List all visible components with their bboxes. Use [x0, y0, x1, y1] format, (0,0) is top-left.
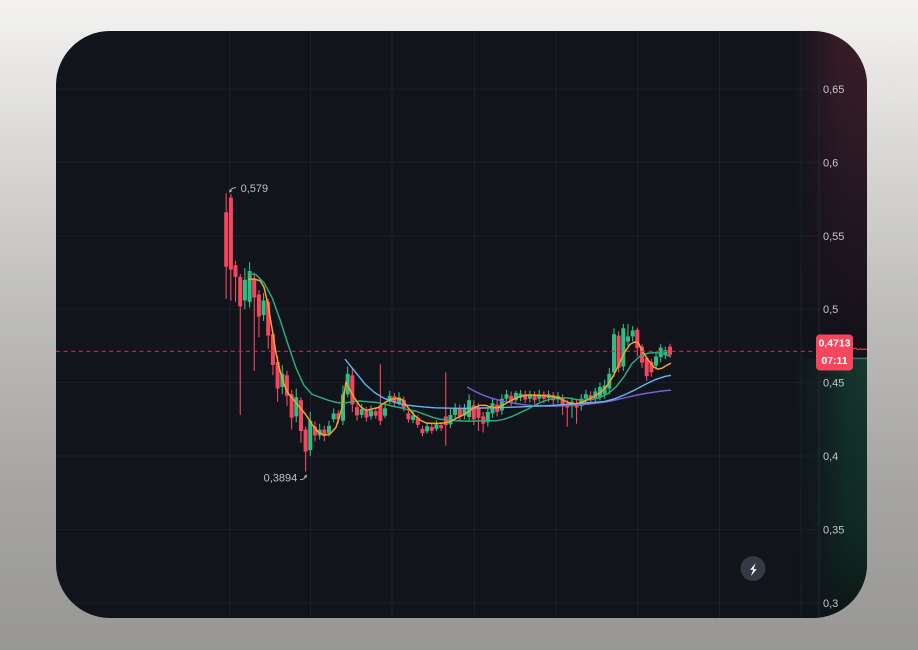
svg-text:0,579: 0,579	[241, 183, 269, 195]
svg-text:07:11: 07:11	[821, 355, 847, 367]
svg-text:0,4: 0,4	[823, 451, 838, 463]
svg-text:0,65: 0,65	[823, 84, 844, 96]
svg-text:0,6: 0,6	[823, 157, 838, 169]
svg-text:0,4713: 0,4713	[818, 338, 850, 350]
svg-text:0,35: 0,35	[823, 524, 844, 536]
svg-text:0,55: 0,55	[823, 231, 844, 243]
svg-text:0,5: 0,5	[823, 304, 838, 316]
svg-text:0,3894: 0,3894	[264, 473, 298, 485]
svg-text:0,45: 0,45	[823, 378, 844, 390]
svg-text:0,3: 0,3	[823, 598, 838, 610]
